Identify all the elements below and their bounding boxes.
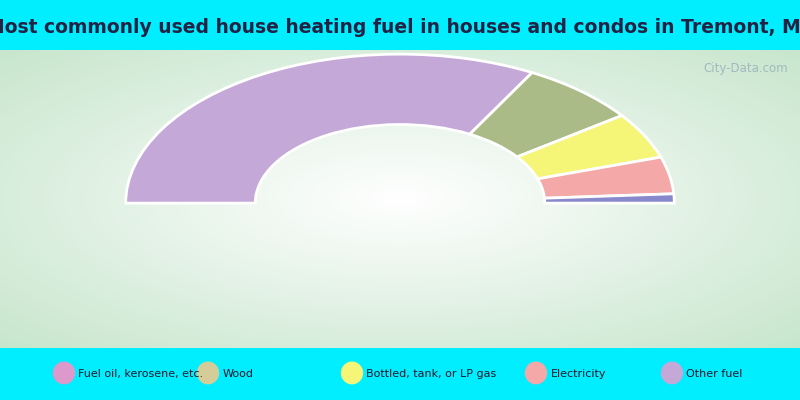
Wedge shape bbox=[517, 116, 661, 179]
Ellipse shape bbox=[661, 362, 683, 384]
Wedge shape bbox=[538, 157, 674, 198]
Text: Electricity: Electricity bbox=[550, 369, 606, 379]
Wedge shape bbox=[470, 72, 622, 157]
Ellipse shape bbox=[197, 362, 219, 384]
Ellipse shape bbox=[525, 362, 547, 384]
Wedge shape bbox=[126, 54, 532, 203]
Text: Wood: Wood bbox=[222, 369, 254, 379]
Wedge shape bbox=[545, 194, 674, 203]
Ellipse shape bbox=[341, 362, 363, 384]
Text: Bottled, tank, or LP gas: Bottled, tank, or LP gas bbox=[366, 369, 497, 379]
Text: City-Data.com: City-Data.com bbox=[703, 62, 788, 75]
Text: Other fuel: Other fuel bbox=[686, 369, 742, 379]
Text: Fuel oil, kerosene, etc.: Fuel oil, kerosene, etc. bbox=[78, 369, 203, 379]
Ellipse shape bbox=[53, 362, 75, 384]
Text: Most commonly used house heating fuel in houses and condos in Tremont, ME: Most commonly used house heating fuel in… bbox=[0, 18, 800, 37]
